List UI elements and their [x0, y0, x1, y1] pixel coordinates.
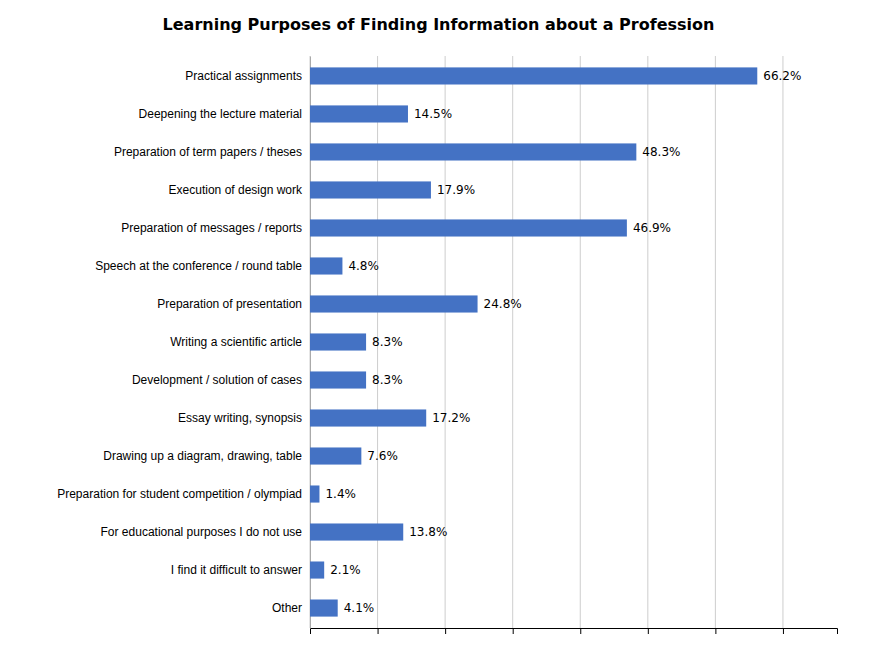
grid-line	[715, 56, 716, 628]
grid-line	[580, 56, 581, 628]
grid-line	[445, 56, 446, 628]
y-tick-label: Drawing up a diagram, drawing, table	[103, 449, 302, 463]
bar	[310, 295, 478, 312]
y-tick: Deepening the lecture material	[139, 107, 310, 121]
data-label: 46.9%	[633, 221, 671, 235]
y-tick: Preparation of presentation	[157, 297, 310, 311]
x-tick-mark	[378, 628, 379, 634]
x-tick-mark	[513, 628, 514, 634]
y-tick: Preparation for student competition / ol…	[57, 487, 310, 501]
x-axis	[311, 628, 838, 634]
bar	[310, 181, 431, 198]
bar	[310, 371, 366, 388]
y-tick: For educational purposes I do not use	[101, 525, 310, 539]
bar	[310, 333, 366, 350]
x-tick-mark	[715, 628, 716, 634]
data-label: 8.3%	[372, 335, 402, 349]
bar	[310, 67, 757, 84]
x-tick	[648, 628, 649, 634]
bar	[310, 257, 342, 274]
x-tick-mark	[445, 628, 446, 634]
x-tick	[310, 628, 311, 634]
data-label: 8.3%	[372, 373, 402, 387]
y-tick: Essay writing, synopsis	[178, 411, 310, 425]
y-tick-label: I find it difficult to answer	[171, 563, 302, 577]
y-tick-label: For educational purposes I do not use	[101, 525, 303, 539]
bar	[310, 105, 408, 122]
bar	[310, 219, 627, 236]
y-tick-label: Essay writing, synopsis	[178, 411, 302, 425]
y-tick: Other	[272, 601, 310, 615]
y-tick: Writing a scientific article	[170, 335, 310, 349]
y-tick-label: Preparation of messages / reports	[121, 221, 302, 235]
y-tick-label: Other	[272, 601, 302, 615]
y-tick: I find it difficult to answer	[171, 563, 310, 577]
bar	[310, 561, 324, 578]
x-tick-mark	[783, 628, 784, 634]
bar	[310, 599, 338, 616]
y-tick-label: Deepening the lecture material	[139, 107, 302, 121]
x-tick-mark	[310, 628, 311, 634]
chart: Practical assignments Deepening the lectu…	[0, 0, 877, 652]
y-tick: Practical assignments	[185, 69, 310, 83]
grid-line	[647, 56, 648, 628]
data-labels: 66.2% 14.5% 48.3% 17.9% 46.9% 4.8% 24.8% 8.3% 8.…	[325, 69, 801, 615]
data-label: 13.8%	[409, 525, 447, 539]
data-label: 1.4%	[325, 487, 356, 501]
grid-line	[782, 56, 783, 628]
chart-container: Practical assignments Deepening the lectu…	[0, 0, 877, 652]
y-tick-label: Preparation of presentation	[157, 297, 302, 311]
x-tick-mark	[648, 628, 649, 634]
y-tick: Drawing up a diagram, drawing, table	[103, 449, 310, 463]
bar	[310, 143, 636, 160]
x-tick	[513, 628, 514, 634]
title: Learning Purposes of Finding Information…	[163, 15, 715, 34]
data-label: 4.1%	[344, 601, 375, 615]
data-label: 14.5%	[414, 107, 452, 121]
x-tick	[783, 628, 784, 634]
data-label: 66.2%	[763, 69, 801, 83]
y-tick: Preparation of term papers / theses	[114, 145, 310, 159]
y-tick-label: Execution of design work	[169, 183, 303, 197]
y-tick-label: Speech at the conference / round table	[95, 259, 302, 273]
bars	[310, 67, 757, 616]
data-label: 17.2%	[432, 411, 470, 425]
x-tick	[445, 628, 446, 634]
x-tick-mark	[580, 628, 581, 634]
y-tick: Speech at the conference / round table	[95, 259, 310, 273]
bar	[310, 523, 403, 540]
bar	[310, 447, 361, 464]
bar	[310, 409, 426, 426]
x-tick	[715, 628, 716, 634]
bar	[310, 485, 319, 502]
data-label: 7.6%	[367, 449, 398, 463]
y-tick-label: Writing a scientific article	[170, 335, 302, 349]
grid-line	[512, 56, 513, 628]
y-tick-label: Preparation for student competition / ol…	[57, 487, 302, 501]
data-label: 24.8%	[484, 297, 522, 311]
x-axis-line	[311, 629, 838, 635]
grid	[310, 56, 783, 628]
y-axis: Practical assignments Deepening the lectu…	[57, 57, 310, 629]
data-label: 2.1%	[330, 563, 361, 577]
data-label: 4.8%	[348, 259, 379, 273]
y-tick-label: Preparation of term papers / theses	[114, 145, 302, 159]
y-tick: Preparation of messages / reports	[121, 221, 310, 235]
y-tick-label: Practical assignments	[185, 69, 302, 83]
plot: Practical assignments Deepening the lectu…	[57, 56, 837, 634]
y-tick-label: Development / solution of cases	[132, 373, 302, 387]
x-tick	[378, 628, 379, 634]
x-tick	[580, 628, 581, 634]
y-tick: Development / solution of cases	[132, 373, 310, 387]
data-label: 17.9%	[437, 183, 475, 197]
y-tick: Execution of design work	[169, 183, 310, 197]
data-label: 48.3%	[642, 145, 680, 159]
